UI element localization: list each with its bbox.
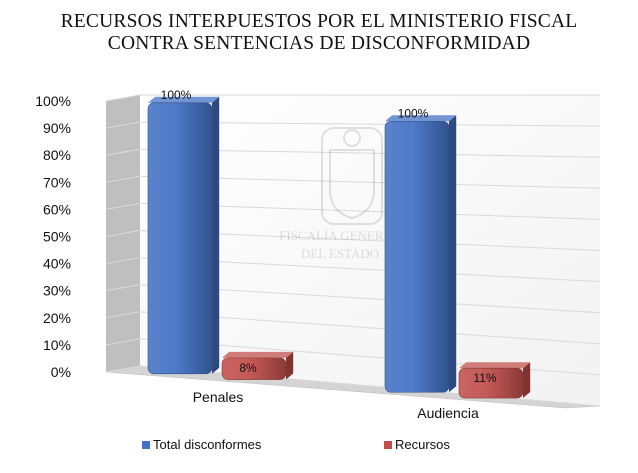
legend-label-recursos: Recursos [395,437,450,452]
y-tick-label: 70% [43,174,71,190]
y-tick-label: 30% [43,283,71,299]
legend-item-recursos: Recursos [384,437,450,452]
y-tick-label: 80% [43,147,71,163]
watermark-text: DEL ESTADO [301,246,379,261]
data-label: 100% [161,88,192,102]
legend-label-total-disconformes: Total disconformes [153,437,262,452]
coat-of-arms-icon: FISCALÍA GENERAL DEL ESTADO [279,127,401,261]
legend-swatch-total-disconformes [142,440,150,449]
data-label: 11% [473,371,496,385]
data-label: 100% [398,106,429,120]
y-tick-label: 20% [43,310,71,326]
y-tick-label: 10% [43,337,71,353]
legend-swatch-recursos [384,440,392,449]
data-label: 8% [239,361,257,375]
y-axis-ticks: 0% 10% 20% 30% 40% 50% 60% 70% 80% 90% 100% [35,93,71,380]
x-category-label: Audiencia [417,405,479,421]
y-tick-label: 50% [43,229,71,245]
bar-total-disconformes-audiencia [384,115,457,393]
legend-item-total-disconformes: Total disconformes [142,437,261,452]
chart-title-line-1: RECURSOS INTERPUESTOS POR EL MINISTERIO … [60,11,578,32]
chart-title-line-2: CONTRA SENTENCIAS DE DISCONFORMIDAD [107,33,531,54]
y-tick-label: 60% [43,201,71,217]
y-tick-label: 0% [51,364,71,380]
bar-recursos-audiencia [458,362,531,399]
bars: 100% 8% 100% 11% [147,88,531,399]
y-tick-label: 40% [43,256,71,272]
y-tick-label: 100% [35,93,71,109]
x-category-label: Penales [193,389,244,405]
bar-recursos-penales [221,351,294,380]
bar-total-disconformes-penales [147,96,220,375]
y-tick-label: 90% [43,120,71,136]
watermark-text: FISCALÍA GENERAL [279,228,401,243]
